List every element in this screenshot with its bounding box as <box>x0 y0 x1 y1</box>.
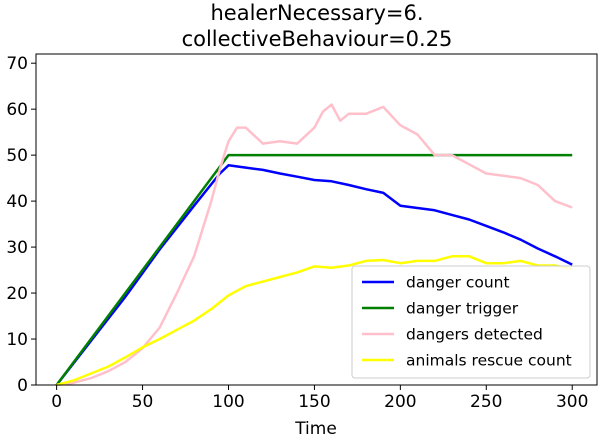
chart-title-line-1: healerNecessary=6. <box>210 1 423 25</box>
chart-title-line-2: collectiveBehaviour=0.25 <box>182 27 453 51</box>
y-tick-label-5: 50 <box>6 146 28 166</box>
x-tick-label-2: 100 <box>212 392 244 412</box>
y-tick-label-1: 10 <box>6 330 28 350</box>
legend-label-2: dangers detected <box>406 326 543 344</box>
legend-label-1: danger trigger <box>406 300 519 318</box>
x-tick-label-3: 150 <box>298 392 330 412</box>
series-line-0 <box>55 164 573 386</box>
legend-label-3: animals rescue count <box>406 352 572 370</box>
y-tick-label-0: 0 <box>17 376 28 396</box>
y-tick-label-3: 30 <box>6 238 28 258</box>
axes-frame <box>35 53 598 386</box>
y-tick-label-7: 70 <box>6 54 28 74</box>
x-tick-label-4: 200 <box>384 392 416 412</box>
series-line-1 <box>55 153 573 386</box>
y-tick-label-6: 60 <box>6 100 28 120</box>
x-tick-label-0: 0 <box>51 392 62 412</box>
legend-label-0: danger count <box>406 274 510 292</box>
plot-area: 0 50 100 150 200 250 300 0 10 20 30 40 50 60 70 <box>6 53 598 412</box>
x-tick-label-5: 250 <box>470 392 502 412</box>
x-axis-label: Time <box>294 419 337 438</box>
legend: danger count danger trigger dangers detect… <box>351 265 591 379</box>
x-tick-label-1: 50 <box>132 392 154 412</box>
series-line-2 <box>56 103 573 387</box>
series-line-3 <box>56 255 573 387</box>
y-tick-label-4: 40 <box>6 192 28 212</box>
x-tick-label-6: 300 <box>556 392 588 412</box>
y-tick-label-2: 20 <box>6 284 28 304</box>
legend-box <box>351 265 591 379</box>
